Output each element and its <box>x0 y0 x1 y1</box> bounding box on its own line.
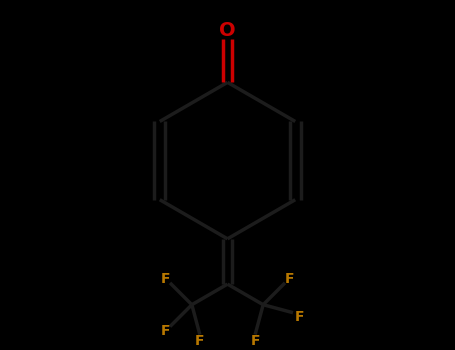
Text: F: F <box>250 334 260 348</box>
Text: F: F <box>160 324 170 338</box>
Text: F: F <box>160 272 170 286</box>
Text: F: F <box>294 310 304 324</box>
Text: F: F <box>195 334 205 348</box>
Text: F: F <box>285 272 295 286</box>
Text: O: O <box>219 21 236 40</box>
